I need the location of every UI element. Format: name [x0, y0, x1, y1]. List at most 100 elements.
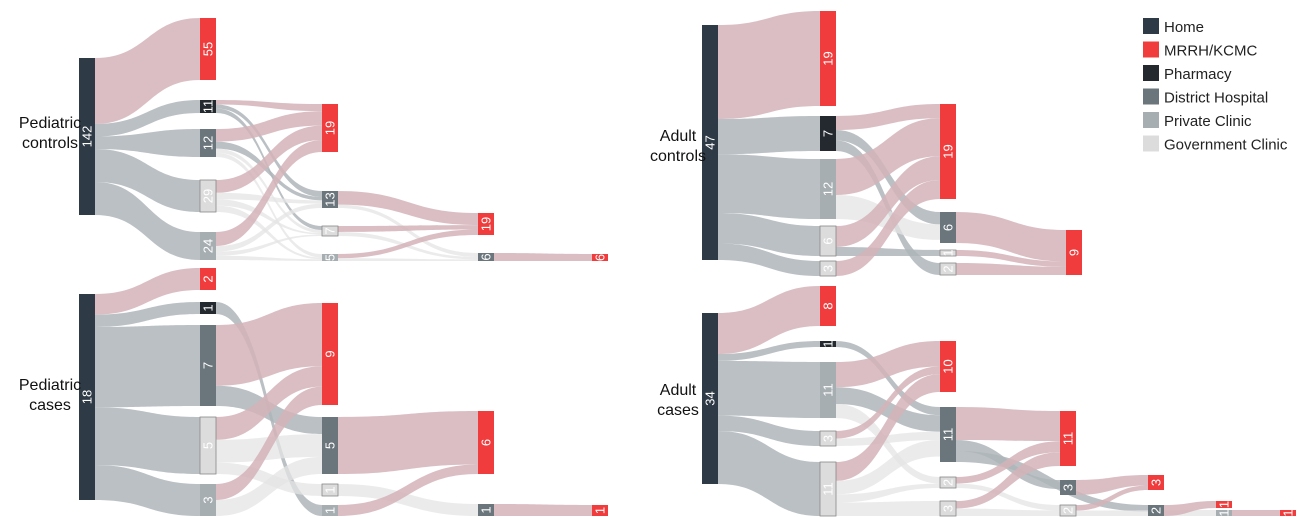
pediatric-controls-link-pr2-to-m3: [338, 229, 478, 259]
adult-cases-node-y3-value: 2: [1061, 507, 1076, 514]
pediatric-controls-node-d1: [200, 129, 216, 157]
adult-cases-link-x1-to-g2: [836, 483, 940, 503]
pediatric-controls-link-pr1-to-m2: [216, 140, 322, 246]
pediatric-controls-link-home-to-pr1: [95, 182, 200, 260]
adult-controls-link-home-to-pr1: [718, 154, 820, 219]
adult-cases-link-x1-to-x2: [836, 501, 940, 516]
legend-label-home: Home: [1164, 19, 1204, 36]
pediatric-controls-label: Pediatric controls: [19, 115, 81, 152]
pediatric-controls-link-home-to-p1: [95, 100, 200, 137]
adult-cases-link-pr1-to-d2: [836, 387, 940, 432]
legend-swatch-district: [1143, 88, 1159, 105]
adult-controls-link-p1-to-d2: [836, 130, 940, 225]
legend-swatch-mrrh: [1143, 41, 1159, 58]
pediatric-cases-node-g1: [199, 416, 217, 475]
adult-cases-node-d4-value: 2: [1149, 507, 1164, 514]
pediatric-controls-link-home-to-g1: [95, 149, 200, 212]
pediatric-controls-node-m2-value: 19: [323, 121, 338, 135]
adult-controls-link-home-to-p1: [718, 116, 820, 155]
pediatric-controls-link-pr1-to-pr2: [216, 255, 322, 261]
legend-swatch-private: [1143, 112, 1159, 128]
legend-label-private: Private Clinic: [1164, 113, 1252, 130]
adult-cases-link-x1-to-m2: [836, 374, 940, 481]
adult-controls-node-p1-value: 7: [821, 130, 836, 137]
adult-cases-node-d4: [1148, 505, 1164, 516]
pediatric-cases-link-home-to-p1: [95, 302, 200, 327]
pediatric-cases-node-pr2-value: 1: [323, 507, 338, 514]
adult-cases-node-home: [702, 313, 718, 484]
pediatric-controls-link-home-to-d1: [95, 129, 200, 157]
pediatric-cases-node-p1-value: 1: [201, 304, 216, 311]
adult-controls-node-g2-value: 1: [941, 249, 956, 256]
adult-cases-link-d4-to-m5: [1164, 501, 1216, 516]
pediatric-cases-node-p1: [200, 302, 216, 314]
pediatric-controls-node-p1: [200, 100, 216, 113]
adult-cases-node-y4: [1216, 510, 1232, 516]
pediatric-cases-node-pr2: [322, 505, 338, 516]
pediatric-cases-node-m1: [200, 268, 216, 290]
adult-cases-node-g2: [939, 476, 957, 489]
pediatric-cases-node-m1-value: 2: [201, 275, 216, 282]
adult-cases-node-d2-value: 11: [941, 428, 956, 442]
adult-cases-node-d3-value: 3: [1061, 484, 1076, 491]
pediatric-controls-link-pr2-to-d3: [338, 258, 478, 261]
pediatric-controls-node-home-value: 142: [80, 126, 95, 148]
adult-cases-link-home-to-pr1: [718, 360, 820, 418]
adult-controls-link-x2-to-m3: [956, 263, 1066, 275]
legend-swatch-government: [1143, 135, 1159, 152]
pediatric-controls-node-pr2: [322, 254, 338, 261]
pediatric-controls-node-g2: [321, 225, 339, 237]
pediatric-cases-link-d2-to-m3: [338, 411, 478, 474]
adult-cases-link-pr1-to-g2: [836, 404, 940, 484]
pediatric-controls-node-m1: [200, 18, 216, 80]
adult-controls-node-x2-value: 2: [941, 265, 956, 272]
adult-cases-node-d2: [940, 407, 956, 462]
pediatric-cases-link-pr1-to-d2: [216, 456, 322, 516]
adult-cases-node-p1: [820, 341, 836, 347]
pediatric-cases-node-d3: [478, 504, 494, 516]
pediatric-controls-node-g1-value: 29: [201, 189, 216, 203]
adult-cases-link-p1-to-d2: [836, 341, 940, 416]
adult-cases-link-g2-to-y3: [956, 483, 1060, 511]
pediatric-controls-node-m1-value: 55: [201, 42, 216, 56]
pediatric-cases-label-line: Pediatric: [19, 377, 81, 394]
pediatric-controls-link-d1-to-d2: [216, 141, 322, 201]
adult-cases-label-line: Adult: [660, 382, 697, 399]
pediatric-controls-link-home-to-m1: [95, 18, 200, 124]
pediatric-cases-label-line: cases: [29, 397, 71, 414]
pediatric-controls-link-d3-to-m4: [494, 253, 592, 261]
legend-label-mrrh: MRRH/KCMC: [1164, 43, 1257, 60]
legend-label-government: Government Clinic: [1164, 137, 1288, 154]
pediatric-cases-link-home-to-g1: [95, 407, 200, 474]
pediatric-controls-link-g2-to-m3: [338, 225, 478, 232]
adult-controls-link-home-to-g1: [718, 213, 820, 256]
adult-cases-node-g1-value: 3: [821, 435, 836, 442]
adult-cases-node-x2: [939, 500, 957, 517]
adult-controls-node-m1-value: 19: [821, 51, 836, 65]
adult-cases-node-x2-value: 3: [941, 505, 956, 512]
legend-swatch-home: [1143, 18, 1159, 34]
pediatric-controls-node-d2-value: 13: [323, 192, 338, 206]
adult-cases-node-home-value: 34: [703, 391, 718, 405]
adult-controls-node-m2-value: 19: [941, 144, 956, 158]
adult-cases-link-g1-to-m2: [836, 366, 940, 439]
adult-cases-node-x1: [819, 461, 837, 517]
adult-controls-node-p1: [820, 116, 836, 151]
pediatric-controls-label-line: Pediatric: [19, 115, 81, 132]
adult-cases-link-y4-to-m6: [1232, 510, 1280, 516]
pediatric-cases-node-g2: [321, 483, 339, 497]
pediatric-controls-node-home: [79, 58, 95, 215]
adult-cases-node-m1: [820, 286, 836, 326]
adult-cases-node-g1: [819, 430, 837, 447]
adult-controls-link-g1-to-g2: [836, 247, 940, 256]
adult-cases-link-home-to-g1: [718, 415, 820, 446]
pediatric-controls-link-g1-to-g2: [216, 199, 322, 235]
adult-controls-node-x1-value: 3: [821, 265, 836, 272]
adult-controls-node-x2: [939, 262, 957, 276]
pediatric-controls-link-pr1-to-d2: [216, 203, 322, 252]
adult-controls-label-line: Adult: [660, 128, 697, 145]
adult-controls-link-pr1-to-m2: [836, 118, 940, 195]
flow-links: [95, 11, 1280, 516]
adult-controls-label: Adult controls: [650, 128, 706, 165]
